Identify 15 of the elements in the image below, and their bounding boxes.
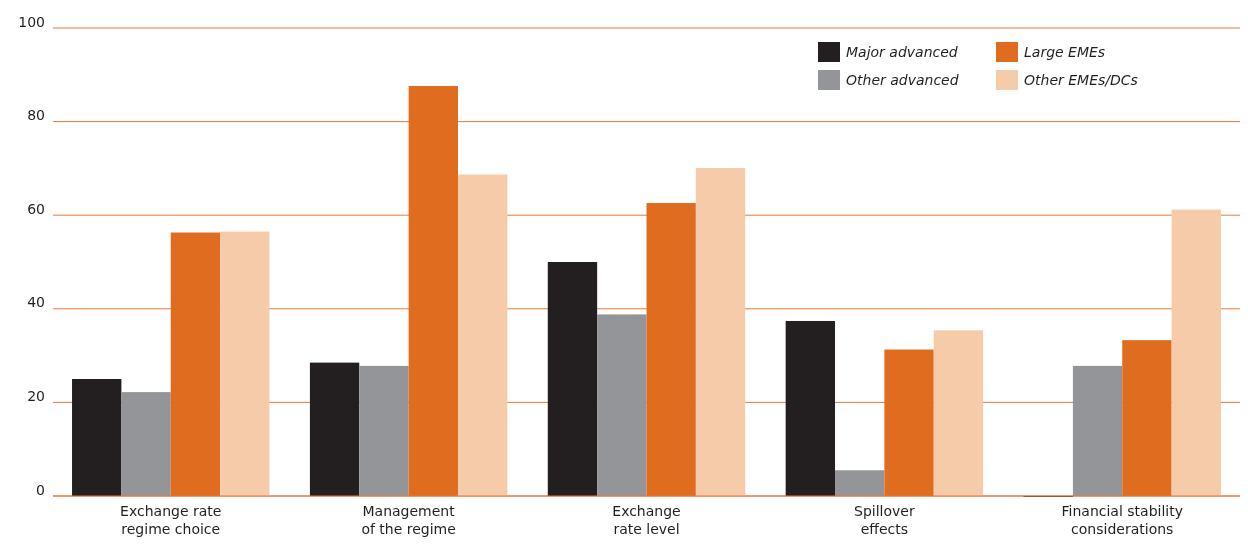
legend-label: Major advanced [846,44,958,60]
x-tick-label: Management of the regime [361,503,456,537]
x-tick-label: Exchange rate level [612,503,681,537]
y-tick-label: 0 [36,481,45,498]
legend-label: Other advanced [846,72,959,88]
legend-label: Large EMEs [1024,44,1106,60]
x-tick-label: Financial stability considerations [1061,503,1183,537]
legend-label: Other EMEs/DCs [1024,72,1138,88]
y-tick-label: 100 [18,13,45,30]
y-tick-label: 20 [27,388,45,404]
y-tick-label: 40 [27,294,45,311]
x-tick-label: Exchange rate regime choice [120,503,222,537]
y-tick-label: 80 [27,107,45,124]
y-tick-label: 60 [27,200,45,217]
x-tick-label: Spillover effects [854,503,915,537]
